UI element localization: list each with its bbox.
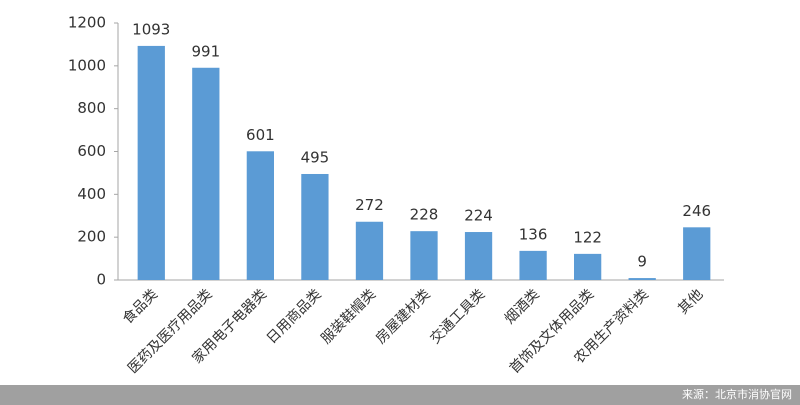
y-tick-label: 400 (77, 185, 106, 203)
y-tick-label: 800 (77, 99, 106, 117)
bar (464, 232, 493, 280)
value-label: 272 (355, 196, 384, 214)
bar (301, 173, 329, 280)
value-label: 122 (573, 228, 602, 246)
value-label: 601 (246, 126, 275, 144)
source-note: 来源：北京市消协官网 (682, 387, 792, 401)
value-label: 246 (682, 202, 711, 220)
bar (574, 253, 602, 280)
bar (137, 45, 165, 280)
value-label: 228 (410, 206, 439, 224)
x-tick-label: 其他 (675, 286, 706, 317)
bar (410, 231, 438, 280)
value-label: 495 (301, 148, 330, 166)
x-tick-label: 交通工具类 (427, 286, 489, 348)
value-label: 1093 (132, 20, 170, 38)
y-tick-label: 600 (77, 142, 106, 160)
y-tick-label: 1000 (68, 56, 106, 74)
bar (683, 227, 711, 280)
bar (355, 221, 384, 280)
bar (246, 151, 274, 280)
bar (628, 278, 656, 280)
value-label: 9 (637, 253, 647, 271)
value-label: 136 (519, 225, 548, 243)
footer-band (0, 385, 800, 405)
x-tick-label: 日用商品类 (264, 286, 325, 347)
x-tick-label: 服装鞋帽类 (318, 286, 379, 347)
bar (519, 250, 547, 280)
y-tick-label: 200 (77, 228, 106, 246)
x-tick-label: 食品类 (119, 286, 161, 328)
value-label: 224 (464, 207, 493, 225)
x-tick-label: 烟酒类 (502, 286, 543, 327)
bar (192, 67, 220, 280)
value-label: 991 (191, 42, 220, 60)
x-tick-label: 房屋建材类 (373, 286, 434, 347)
y-tick-label: 1200 (68, 14, 106, 32)
y-tick-label: 0 (96, 271, 106, 289)
